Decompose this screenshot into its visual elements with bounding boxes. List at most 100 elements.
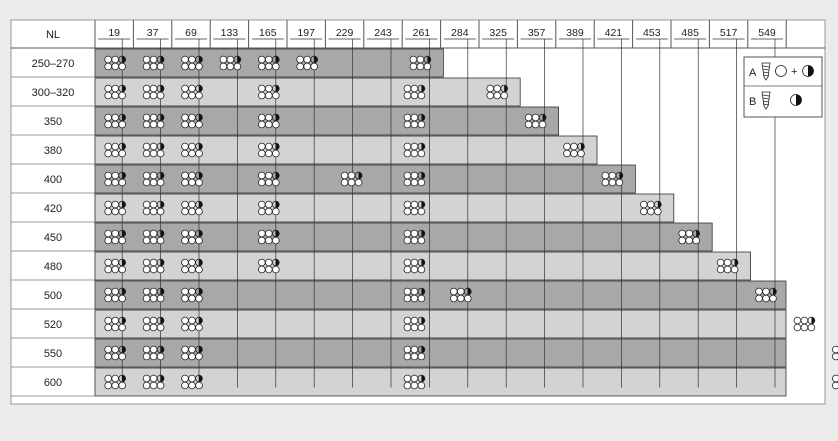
hole-group-550-37: [142, 345, 165, 361]
hole-group-420-261: [403, 200, 426, 216]
hole-group-600-19: [104, 374, 126, 390]
hole-group-380-69: [181, 142, 203, 158]
hole-group-450-19: [104, 229, 126, 245]
row-bar-350: [94, 106, 560, 136]
hole-group-520-69: [181, 316, 203, 332]
hole-group-380-261: [403, 142, 426, 158]
column-header-357: 357: [528, 27, 546, 39]
legend-hole-open-icon: [775, 65, 787, 77]
hole-group-500-37: [142, 287, 165, 303]
row-label-420: 420: [44, 203, 62, 215]
hole-group-550-19: [104, 345, 126, 361]
hole-group-600-69: [181, 374, 203, 390]
column-header-19: 19: [108, 27, 120, 39]
hole-group-250–270-165: [257, 55, 280, 71]
column-header-69: 69: [185, 27, 197, 39]
column-header-261: 261: [413, 27, 431, 39]
hole-group-450-165: [257, 229, 280, 245]
hole-group-480-165: [257, 258, 280, 274]
hole-group-450-69: [181, 229, 203, 245]
row-label-520: 520: [44, 319, 62, 331]
hole-group-480-261: [403, 258, 426, 274]
hole-group-350-261: [403, 113, 426, 129]
hole-group-500-261: [403, 287, 426, 303]
hole-group-420-37: [142, 200, 165, 216]
row-bar-420: [94, 193, 675, 223]
row-label-350: 350: [44, 116, 62, 128]
legend-b-label: B: [749, 96, 756, 108]
hole-group-500-19: [104, 287, 126, 303]
hole-group-300–320-69: [181, 84, 203, 100]
hole-group-550-261: [403, 345, 426, 361]
hole-group-300–320-37: [142, 84, 165, 100]
hole-group-480-69: [181, 258, 203, 274]
column-header-389: 389: [566, 27, 584, 39]
hole-group-400-261: [403, 171, 426, 187]
hole-group-480-19: [104, 258, 126, 274]
row-label-480: 480: [44, 261, 62, 273]
hole-group-350-19: [104, 113, 126, 129]
hole-group-520-37: [142, 316, 165, 332]
row-label-380: 380: [44, 145, 62, 157]
hole-group-450-end: [678, 229, 700, 245]
hole-group-400-end: [601, 171, 624, 187]
legend-hole-half-b-icon: [790, 94, 802, 106]
hole-group-600-261: [403, 374, 426, 390]
column-header-284: 284: [451, 27, 469, 39]
hole-group-500-end: [755, 287, 777, 303]
hole-group-250–270-69: [181, 55, 203, 71]
hole-group-550-end: [832, 345, 838, 361]
column-header-243: 243: [374, 27, 392, 39]
hole-group-250–270-19: [104, 55, 126, 71]
hole-group-500-69: [181, 287, 203, 303]
column-header-197: 197: [297, 27, 315, 39]
hole-group-300–320-end: [486, 84, 509, 100]
column-header-325: 325: [489, 27, 507, 39]
row-bar-550: [94, 338, 787, 368]
hole-group-400-165: [257, 171, 280, 187]
hole-group-350-165: [257, 113, 280, 129]
hole-group-400-19: [104, 171, 126, 187]
hole-group-380-165: [257, 142, 280, 158]
legend-plus: +: [791, 66, 797, 78]
hole-group-350-69: [181, 113, 203, 129]
column-header-485: 485: [681, 27, 699, 39]
hole-group-300–320-19: [104, 84, 126, 100]
row-label-300–320: 300–320: [32, 87, 75, 99]
column-header-453: 453: [643, 27, 661, 39]
column-header-37: 37: [147, 27, 159, 39]
hole-group-380-end: [563, 142, 585, 158]
legend-hole-half-a-icon: [802, 65, 814, 77]
hole-group-400-229: [340, 171, 363, 187]
hole-group-420-69: [181, 200, 203, 216]
column-header-229: 229: [336, 27, 354, 39]
hole-group-480-end: [716, 258, 739, 274]
hole-group-420-165: [257, 200, 280, 216]
row-label-250–270: 250–270: [32, 58, 75, 70]
hole-group-600-end: [832, 374, 838, 390]
hole-group-520-end: [793, 316, 816, 332]
hole-group-380-37: [142, 142, 165, 158]
row-bar-450: [94, 222, 713, 252]
screw-b-icon: [761, 91, 771, 110]
legend-box: A B +: [743, 56, 823, 118]
legend-a-label: A: [749, 67, 757, 79]
hole-group-top-197: [296, 55, 319, 71]
hole-group-500-284: [449, 287, 472, 303]
row-label-450: 450: [44, 232, 62, 244]
column-header-517: 517: [720, 27, 738, 39]
row-bar-520: [94, 309, 787, 339]
header-nl-label: NL: [46, 29, 60, 41]
hole-group-600-37: [142, 374, 165, 390]
hole-group-550-69: [181, 345, 203, 361]
screw-a-icon: [761, 62, 771, 81]
row-bar-500: [94, 280, 787, 310]
column-header-549: 549: [758, 27, 776, 39]
hole-group-420-19: [104, 200, 126, 216]
hole-group-480-37: [142, 258, 165, 274]
hole-group-420-end: [639, 200, 662, 216]
column-header-421: 421: [605, 27, 623, 39]
row-bar-600: [94, 367, 787, 397]
